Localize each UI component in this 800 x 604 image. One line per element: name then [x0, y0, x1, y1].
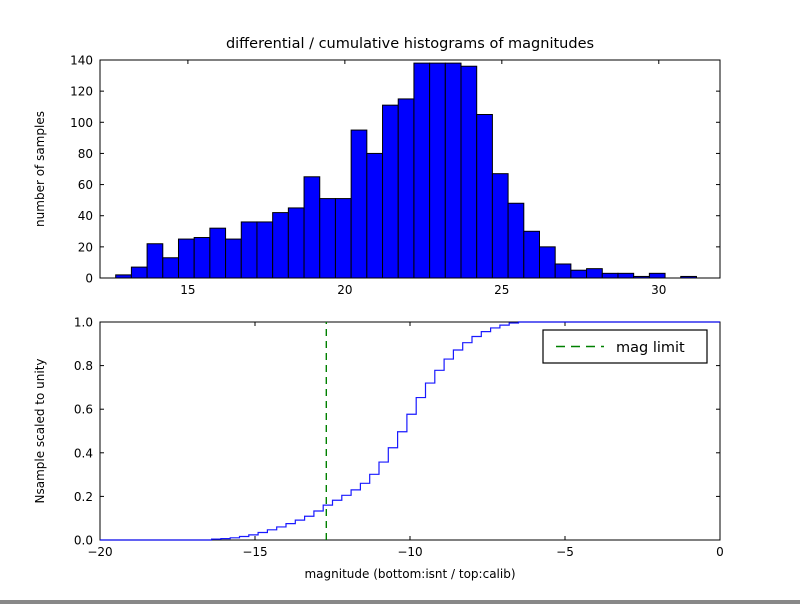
x-tick-label: 30	[651, 283, 666, 297]
histogram-bar	[319, 198, 336, 279]
y-tick-label: 0.2	[74, 490, 93, 504]
x-tick-label: −10	[397, 545, 422, 559]
histogram-bar	[648, 272, 666, 279]
histogram-bar	[382, 104, 399, 279]
x-tick-label: −5	[556, 545, 574, 559]
y-tick-label: 0.0	[74, 534, 93, 548]
x-tick-label: −20	[87, 545, 112, 559]
y-tick-label: 0	[85, 272, 93, 286]
histogram-bar	[130, 266, 148, 279]
histogram-bar	[460, 65, 478, 279]
plot-title: differential / cumulative histograms of …	[226, 36, 594, 52]
histogram-bar	[476, 114, 493, 279]
histogram-bar	[366, 152, 384, 279]
x-tick-label: 20	[337, 283, 352, 297]
histogram-bar	[429, 62, 446, 279]
y-tick-label: 0.6	[74, 403, 93, 417]
axes-frame	[99, 321, 721, 541]
x-tick-label: 25	[494, 283, 509, 297]
top-y-axis-label: number of samples	[33, 111, 47, 227]
histogram-bar	[586, 268, 603, 279]
axes-frame	[99, 59, 721, 279]
legend: mag limit	[542, 329, 708, 364]
histogram-bar	[523, 230, 540, 279]
histogram-bars	[115, 62, 697, 279]
y-tick-label: 60	[78, 178, 93, 192]
legend-label: mag limit	[616, 340, 685, 356]
histogram-bar	[162, 257, 179, 279]
histogram-bar	[225, 238, 242, 279]
histogram-bar	[601, 272, 619, 279]
y-tick-label: 120	[70, 85, 93, 99]
histogram-bar	[350, 129, 368, 279]
y-tick-label: 80	[78, 147, 93, 161]
top-histogram-axes: 15 20 25 30 0 20 40 60 80 100 120 140	[70, 54, 721, 297]
axis-ticks: −20 −15 −10 −5 0 0.0 0.2 0.4 0.6 0.8 1.0	[74, 316, 724, 560]
histogram-bar	[146, 243, 164, 279]
histogram-bar	[554, 263, 572, 279]
histogram-bar	[272, 212, 289, 279]
y-tick-label: 0.4	[74, 446, 93, 460]
histogram-bar	[538, 246, 556, 279]
histogram-bar	[413, 62, 431, 279]
bottom-y-axis-label: Nsample scaled to unity	[33, 359, 47, 504]
legend-box	[542, 329, 708, 364]
histogram-bar	[570, 269, 588, 279]
histogram-bar	[617, 272, 635, 279]
histogram-bar	[397, 98, 415, 279]
bottom-x-axis-label: magnitude (bottom:isnt / top:calib)	[304, 567, 515, 581]
bottom-cumulative-axes: −20 −15 −10 −5 0 0.0 0.2 0.4 0.6 0.8 1.0	[74, 316, 724, 560]
y-tick-label: 140	[70, 54, 93, 68]
x-tick-label: −15	[242, 545, 267, 559]
y-tick-label: 40	[78, 209, 93, 223]
histogram-bar	[334, 198, 352, 279]
axis-ticks: 15 20 25 30 0 20 40 60 80 100 120 140	[70, 54, 720, 297]
histogram-bar	[256, 221, 274, 279]
histogram-bar	[507, 202, 525, 279]
histogram-bar	[193, 237, 211, 279]
histogram-bar	[303, 176, 321, 279]
x-tick-label: 0	[716, 545, 724, 559]
y-tick-label: 20	[78, 240, 93, 254]
histogram-bar	[240, 221, 258, 279]
y-tick-label: 1.0	[74, 316, 93, 330]
x-tick-label: 15	[180, 283, 195, 297]
cumulative-curve	[100, 321, 720, 541]
y-tick-label: 0.8	[74, 359, 93, 373]
histogram-bar	[491, 173, 509, 279]
y-tick-label: 100	[70, 116, 93, 130]
histogram-bar	[209, 227, 227, 279]
histogram-bar	[444, 62, 462, 279]
histogram-bar	[177, 238, 195, 279]
histogram-bar	[287, 207, 305, 279]
